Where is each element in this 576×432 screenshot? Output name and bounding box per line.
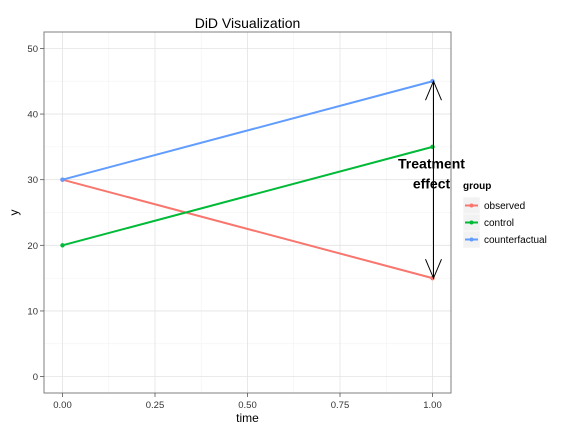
series-layer [60, 79, 435, 281]
series-line-observed [62, 178, 433, 280]
x-tick-label: 1.00 [423, 400, 442, 411]
annotation-layer: Treatment effect [398, 79, 465, 280]
x-axis-title: time [236, 411, 259, 425]
chart-title: DiD Visualization [195, 15, 301, 31]
series-line-control [62, 145, 433, 247]
series-point-counterfactual [60, 177, 65, 182]
treatment-effect-label: effect [413, 176, 451, 192]
legend-key-point [469, 203, 474, 208]
y-tick-label: 0 [33, 372, 38, 383]
x-axis: 0.00 0.25 0.50 0.75 1.00 [53, 393, 442, 411]
series-point-control [60, 243, 65, 248]
x-tick-label: 0.25 [146, 400, 165, 411]
legend-key-point [469, 237, 474, 242]
legend-entry-observed: observed [484, 201, 525, 212]
treatment-effect-label: Treatment [398, 156, 465, 172]
legend-entry-counterfactual: counterfactual [484, 235, 547, 246]
y-tick-label: 50 [27, 44, 38, 55]
series-line-counterfactual [62, 80, 433, 181]
y-tick-label: 30 [27, 175, 38, 186]
treatment-effect-arrowhead-top [425, 79, 442, 101]
legend-title: group [463, 181, 491, 192]
x-tick-label: 0.75 [331, 400, 350, 411]
y-tick-label: 40 [27, 110, 38, 121]
y-tick-label: 20 [27, 241, 38, 252]
y-axis-title: y [7, 210, 21, 216]
x-tick-label: 0.50 [238, 400, 257, 411]
legend: group observed control counterfactual [462, 181, 547, 249]
y-axis: 0 10 20 30 40 50 [27, 44, 44, 383]
series-point-control [430, 144, 435, 150]
major-gridlines [44, 32, 451, 393]
legend-entry-control: control [484, 218, 514, 229]
legend-key-point [469, 220, 474, 225]
y-tick-label: 10 [27, 306, 38, 317]
treatment-effect-arrowhead-bottom [425, 258, 442, 280]
x-tick-label: 0.00 [53, 400, 72, 411]
